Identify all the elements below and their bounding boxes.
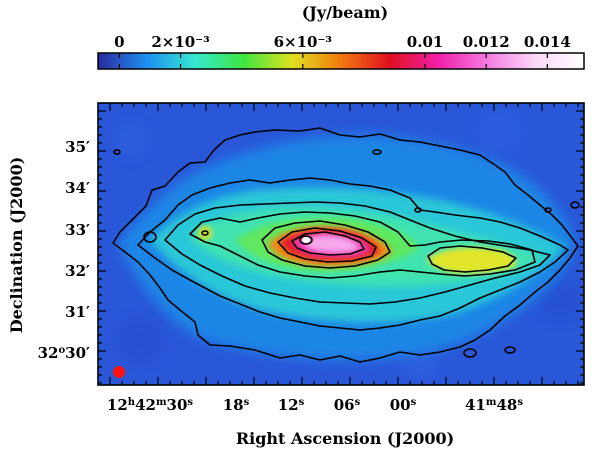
colorbar-unit-label: (Jy/beam) bbox=[302, 3, 389, 22]
y-tick-label: 32o30′ bbox=[38, 344, 90, 362]
contours bbox=[112, 127, 580, 363]
contour-1 bbox=[112, 127, 579, 363]
x-tick-label: 18s bbox=[223, 396, 250, 414]
y-tick-label: 33′ bbox=[65, 221, 90, 239]
x-tick-label-part: s bbox=[517, 397, 523, 408]
colorbar-tick-label: 0 bbox=[114, 33, 124, 51]
emission-knot-west bbox=[198, 226, 212, 240]
contour-blob-se bbox=[504, 346, 516, 354]
contour-4 bbox=[189, 211, 536, 279]
map-frame bbox=[97, 102, 585, 386]
colorbar-tick-labels: 0 2×10⁻³ 6×10⁻³ 0.01 0.012 0.014 bbox=[114, 33, 571, 51]
contour-9 bbox=[299, 235, 313, 245]
x-tick-label-part: s bbox=[411, 397, 417, 408]
x-tick-label: 12h42m30s bbox=[107, 396, 194, 414]
colorbar-ticks bbox=[118, 53, 548, 69]
x-tick-label-part: s bbox=[355, 397, 361, 408]
y-tick-label-part: 32 bbox=[38, 344, 59, 362]
x-tick-labels: 12h42m30s 18s 12s 06s 00s 41m48s bbox=[107, 396, 523, 414]
x-tick-label: 00s bbox=[390, 396, 417, 414]
colorbar-tick-label: 0.01 bbox=[407, 33, 444, 51]
contour-blob-nw bbox=[372, 149, 382, 155]
x-tick-label-part: 18 bbox=[223, 396, 244, 414]
contour-blob-ne2 bbox=[544, 207, 552, 213]
contour-2 bbox=[137, 177, 569, 331]
contour-8 bbox=[291, 231, 365, 256]
y-tick-label-part: 30′ bbox=[65, 344, 90, 362]
colorbar-tick-label: 0.012 bbox=[463, 33, 510, 51]
x-tick-label-part: 48 bbox=[496, 396, 517, 414]
contour-5 bbox=[261, 220, 391, 269]
y-axis-title: Declination (J2000) bbox=[7, 157, 26, 334]
contour-6 bbox=[427, 245, 517, 273]
map-ticks bbox=[98, 103, 584, 385]
x-tick-label-part: h bbox=[128, 397, 136, 408]
x-tick-label-part: 41 bbox=[465, 396, 486, 414]
y-tick-label-part: o bbox=[58, 345, 65, 356]
contour-blob-knot bbox=[201, 230, 209, 236]
x-tick-label: 12s bbox=[278, 396, 305, 414]
x-tick-label-part: s bbox=[187, 397, 193, 408]
contour-blob-n bbox=[113, 149, 121, 155]
contour-blob-s bbox=[463, 348, 477, 358]
x-tick-label: 41m48s bbox=[465, 396, 523, 414]
x-tick-label-part: m bbox=[156, 397, 167, 408]
background-noise bbox=[112, 108, 580, 378]
y-tick-label-part: 31′ bbox=[65, 303, 90, 321]
y-tick-label: 31′ bbox=[65, 303, 90, 321]
x-tick-label-part: 12 bbox=[278, 396, 299, 414]
x-tick-label: 06s bbox=[334, 396, 361, 414]
y-tick-label-part: 32′ bbox=[65, 262, 90, 280]
y-tick-label: 34′ bbox=[65, 179, 90, 197]
x-tick-label-part: 30 bbox=[167, 396, 188, 414]
contour-blob-west bbox=[143, 231, 157, 243]
y-tick-label: 32′ bbox=[65, 262, 90, 280]
emission-yellow-east bbox=[427, 247, 516, 274]
contour-3 bbox=[164, 201, 551, 305]
y-tick-label-part: 34′ bbox=[65, 179, 90, 197]
x-tick-label-part: s bbox=[299, 397, 305, 408]
colorbar-tick-label: 2×10⁻³ bbox=[151, 33, 209, 51]
beam-marker bbox=[113, 366, 125, 378]
colorbar-tick-label: 6×10⁻³ bbox=[274, 33, 332, 51]
y-tick-label: 35′ bbox=[65, 138, 90, 156]
y-tick-labels: 35′ 34′ 33′ 32′ 31′ 32o30′ bbox=[38, 138, 90, 362]
emission-pink-core bbox=[304, 235, 359, 253]
x-tick-label-part: 06 bbox=[334, 396, 355, 414]
x-tick-label-part: 42 bbox=[135, 396, 156, 414]
map-panel bbox=[98, 103, 584, 385]
contour-blob-ne bbox=[570, 201, 580, 209]
x-axis-title: Right Ascension (J2000) bbox=[236, 429, 454, 448]
x-tick-label-part: 00 bbox=[390, 396, 411, 414]
y-tick-label-part: 33′ bbox=[65, 221, 90, 239]
x-tick-label-part: 12 bbox=[107, 396, 128, 414]
contour-7 bbox=[277, 227, 377, 263]
x-tick-label-part: m bbox=[486, 397, 497, 408]
x-tick-label-part: s bbox=[244, 397, 250, 408]
emission-peak bbox=[302, 237, 310, 243]
colorbar bbox=[97, 52, 585, 70]
contour-blob-c bbox=[414, 207, 422, 213]
colorbar-tick-label: 0.014 bbox=[524, 33, 571, 51]
y-tick-label-part: 35′ bbox=[65, 138, 90, 156]
